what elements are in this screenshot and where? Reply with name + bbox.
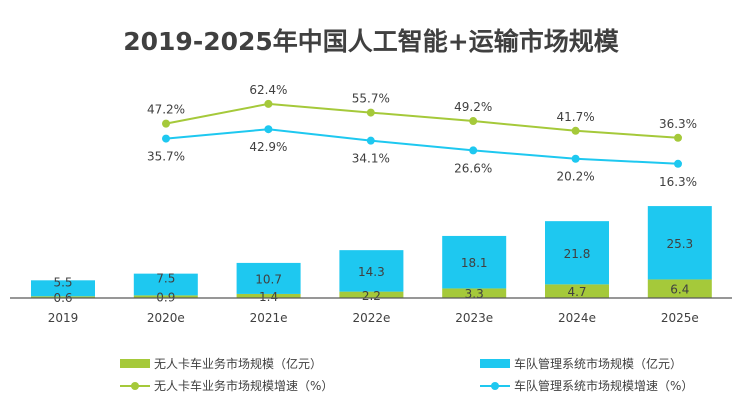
bar-label-truck: 6.4 bbox=[670, 283, 689, 297]
x-tick-label: 2023e bbox=[455, 311, 493, 325]
growth-point bbox=[162, 119, 170, 128]
growth-line bbox=[165, 128, 679, 165]
legend-item-truck-growth: 无人卡车业务市场规模增速（%） bbox=[120, 377, 333, 394]
x-tick-label: 2021e bbox=[250, 311, 288, 325]
growth-point bbox=[264, 125, 273, 134]
x-tick-label: 2019 bbox=[48, 311, 79, 325]
growth-point bbox=[162, 134, 170, 143]
x-tick-label: 2025e bbox=[661, 311, 699, 325]
growth-point bbox=[264, 99, 273, 108]
bar-label-truck: 3.3 bbox=[465, 287, 484, 301]
bar-label-fleet: 10.7 bbox=[255, 272, 282, 286]
bar-truck bbox=[236, 293, 301, 298]
bar-label-fleet: 25.3 bbox=[666, 237, 693, 251]
bar-label-fleet: 21.8 bbox=[564, 247, 591, 261]
growth-label: 41.7% bbox=[557, 110, 595, 124]
bar-fleet bbox=[442, 235, 507, 289]
growth-label: 20.2% bbox=[557, 170, 595, 184]
x-tick-label: 2020e bbox=[147, 311, 185, 325]
legend-line bbox=[480, 381, 510, 390]
growth-line bbox=[165, 102, 679, 139]
bar-truck bbox=[31, 296, 95, 298]
legend-label: 无人卡车业务市场规模增速（%） bbox=[154, 379, 334, 393]
growth-label: 49.2% bbox=[454, 100, 492, 114]
bar-truck bbox=[339, 291, 404, 298]
bar-truck bbox=[442, 288, 507, 298]
bar-fleet bbox=[31, 280, 95, 297]
bar-label-truck: 2.2 bbox=[362, 289, 381, 303]
bar-truck bbox=[133, 295, 198, 298]
growth-point bbox=[571, 126, 580, 135]
growth-point bbox=[469, 146, 478, 155]
bar-label-fleet: 14.3 bbox=[358, 265, 385, 279]
growth-point bbox=[469, 117, 478, 126]
legend-swatch bbox=[120, 359, 150, 368]
growth-label: 42.9% bbox=[249, 140, 287, 154]
legend-label: 无人卡车业务市场规模（亿元） bbox=[154, 357, 323, 371]
growth-label: 35.7% bbox=[147, 150, 185, 164]
bar-truck bbox=[647, 279, 712, 298]
legend-swatch bbox=[480, 359, 510, 368]
growth-label: 62.4% bbox=[249, 83, 287, 97]
bar-fleet bbox=[545, 221, 609, 285]
growth-point bbox=[674, 159, 682, 168]
bar-truck bbox=[545, 284, 609, 298]
growth-label: 26.6% bbox=[454, 161, 492, 175]
bar-fleet bbox=[236, 262, 301, 294]
legend-label: 车队管理系统市场规模（亿元） bbox=[514, 357, 683, 371]
growth-label: 47.2% bbox=[147, 103, 185, 117]
x-tick-label: 2022e bbox=[352, 311, 390, 325]
growth-point bbox=[571, 154, 580, 163]
x-tick-label: 2024e bbox=[558, 311, 596, 325]
legend-line bbox=[120, 381, 150, 390]
growth-label: 34.1% bbox=[352, 152, 390, 166]
growth-point bbox=[366, 108, 375, 117]
legend-item-fleet: 车队管理系统市场规模（亿元） bbox=[480, 355, 682, 372]
growth-point bbox=[674, 133, 682, 142]
bar-label-fleet: 7.5 bbox=[156, 272, 175, 286]
legend-item-truck: 无人卡车业务市场规模（亿元） bbox=[120, 355, 322, 372]
legend-label: 车队管理系统市场规模增速（%） bbox=[514, 379, 694, 393]
legend-item-fleet-growth: 车队管理系统市场规模增速（%） bbox=[480, 377, 693, 394]
growth-point bbox=[366, 136, 375, 145]
bar-label-truck: 4.7 bbox=[567, 285, 586, 299]
growth-label: 36.3% bbox=[659, 117, 697, 131]
bar-label-truck: 1.4 bbox=[259, 290, 278, 304]
growth-label: 16.3% bbox=[659, 175, 697, 189]
growth-label: 55.7% bbox=[352, 92, 390, 106]
bar-fleet bbox=[133, 273, 198, 296]
chart-title: 2019-2025年中国人工智能+运输市场规模 bbox=[123, 27, 619, 56]
bar-fleet bbox=[647, 206, 712, 280]
bar-label-fleet: 5.5 bbox=[53, 275, 72, 289]
bar-fleet bbox=[339, 250, 404, 292]
bar-label-fleet: 18.1 bbox=[461, 256, 488, 270]
